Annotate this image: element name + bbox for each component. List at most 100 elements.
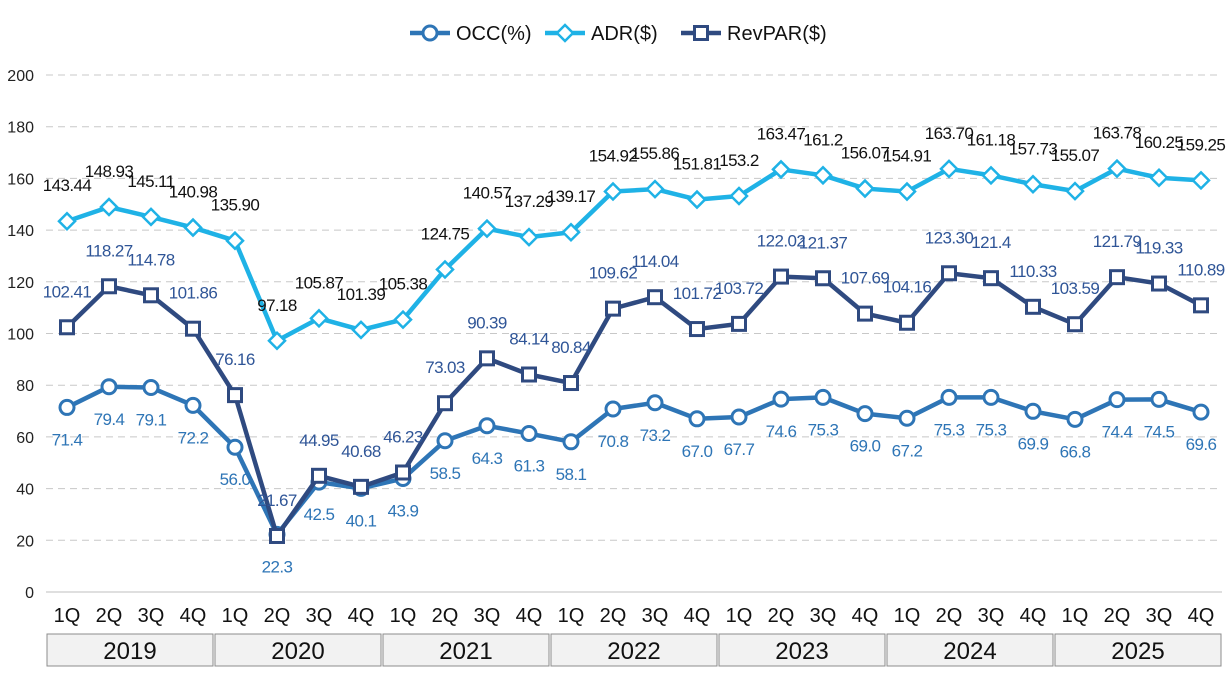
data-label-occ: 69.0	[850, 437, 881, 456]
data-point-rev	[143, 287, 159, 304]
data-label-adr: 163.70	[925, 124, 974, 143]
data-point-occ	[478, 417, 496, 435]
data-point-rev	[311, 467, 327, 484]
series-line-occ	[66, 384, 1202, 537]
data-point-occ	[184, 396, 202, 414]
data-point-adr	[771, 159, 791, 180]
data-point-adr	[1023, 174, 1043, 195]
data-label-rev: 118.27	[85, 241, 132, 260]
data-point-adr	[57, 211, 77, 231]
data-point-rev	[437, 395, 453, 412]
data-label-adr: 157.73	[1009, 139, 1058, 158]
data-point-adr	[855, 178, 875, 199]
year-cell	[886, 633, 1054, 667]
data-point-occ	[814, 388, 832, 406]
data-label-occ: 69.6	[1186, 435, 1217, 454]
data-point-adr	[183, 217, 203, 238]
data-label-occ: 66.8	[1060, 442, 1091, 461]
data-label-rev: 103.59	[1051, 279, 1100, 298]
data-point-rev	[1193, 297, 1209, 314]
legend-label: OCC(%)	[456, 23, 532, 45]
x-tick-label: 3Q	[474, 605, 501, 627]
data-point-rev	[689, 321, 705, 338]
series-lines	[57, 158, 1211, 544]
data-label-occ: 58.1	[556, 465, 587, 484]
series-occ	[58, 378, 1210, 543]
data-point-rev	[941, 265, 957, 282]
x-tick-label: 4Q	[852, 605, 879, 627]
data-label-adr: 159.25	[1177, 135, 1226, 154]
year-cell	[718, 633, 886, 667]
grid-lines	[46, 74, 1222, 541]
data-label-adr: 161.18	[967, 130, 1016, 149]
x-tick-label: 3Q	[978, 605, 1005, 627]
data-point-adr	[1191, 170, 1211, 191]
data-label-adr: 155.86	[631, 144, 680, 163]
data-point-adr	[309, 308, 329, 329]
x-tick-label: 3Q	[810, 605, 837, 627]
data-point-adr	[939, 159, 959, 179]
data-point-occ	[1108, 391, 1126, 409]
data-label-rev: 40.68	[341, 442, 381, 461]
x-tick-label: 2Q	[96, 605, 123, 627]
data-labels: 71.4 79.4 79.1 72.2 56.0 22.3 42.5 40.1 43.9 58.5…	[43, 124, 1226, 577]
data-point-occ	[982, 388, 1000, 406]
data-label-rev: 121.79	[1093, 232, 1142, 251]
data-label-occ: 71.4	[52, 430, 83, 449]
x-tick-label: 4Q	[516, 605, 543, 627]
data-point-adr	[645, 179, 665, 199]
data-label-adr: 143.44	[43, 176, 92, 195]
data-label-adr: 151.81	[673, 155, 722, 174]
legend-marker-rev	[693, 25, 709, 41]
legend-marker-adr	[555, 23, 575, 43]
data-point-rev	[647, 289, 663, 306]
legend-marker-occ	[421, 24, 439, 42]
x-tick-label: 1Q	[390, 605, 417, 627]
x-tick-label: 2Q	[936, 605, 963, 627]
series-line-rev	[65, 271, 1203, 539]
data-label-adr: 139.17	[547, 187, 596, 206]
data-label-rev: 110.33	[1009, 262, 1056, 281]
data-point-adr	[561, 222, 581, 243]
data-label-adr: 145.11	[127, 172, 174, 191]
data-point-adr	[687, 189, 707, 210]
data-point-occ	[898, 409, 916, 427]
data-point-adr	[267, 331, 287, 351]
data-label-occ: 67.0	[682, 442, 713, 461]
data-label-rev: 114.78	[127, 250, 174, 269]
data-label-adr: 140.98	[169, 183, 218, 202]
data-point-rev	[521, 366, 537, 383]
x-tick-label: 3Q	[1146, 605, 1173, 627]
x-tick-label: 4Q	[684, 605, 711, 627]
data-point-rev	[395, 464, 411, 481]
data-point-occ	[1192, 403, 1210, 421]
data-label-adr: 135.90	[211, 196, 260, 215]
data-label-adr: 161.2	[803, 130, 843, 149]
data-point-adr	[99, 197, 119, 217]
data-label-adr: 163.78	[1093, 124, 1142, 143]
y-axis: 0 20 40 60 80 100 120 140 160 180 200	[7, 68, 34, 602]
data-label-adr: 154.91	[883, 147, 932, 166]
legend: OCC(%) ADR($) RevPAR($)	[410, 23, 827, 45]
data-label-rev: 90.39	[467, 313, 507, 332]
data-point-rev	[815, 270, 831, 287]
data-label-occ: 74.4	[1102, 423, 1133, 442]
data-label-occ: 40.1	[346, 511, 377, 530]
data-label-occ: 70.8	[598, 432, 629, 451]
data-label-occ: 74.5	[1144, 422, 1175, 441]
data-label-rev: 73.03	[425, 358, 465, 377]
data-point-occ	[604, 400, 622, 418]
x-tick-label: 1Q	[1062, 605, 1089, 627]
series-rev	[59, 265, 1209, 544]
year-label: 2025	[1111, 638, 1164, 665]
data-point-adr	[519, 227, 539, 247]
year-label: 2020	[271, 638, 324, 665]
data-label-occ: 69.9	[1018, 434, 1049, 453]
y-tick-label: 100	[7, 327, 34, 344]
data-point-adr	[393, 309, 413, 330]
data-label-adr: 140.57	[463, 184, 512, 203]
data-label-rev: 80.84	[551, 338, 591, 357]
x-tick-label: 2Q	[768, 605, 795, 627]
data-point-occ	[730, 408, 748, 426]
data-point-rev	[773, 268, 789, 285]
